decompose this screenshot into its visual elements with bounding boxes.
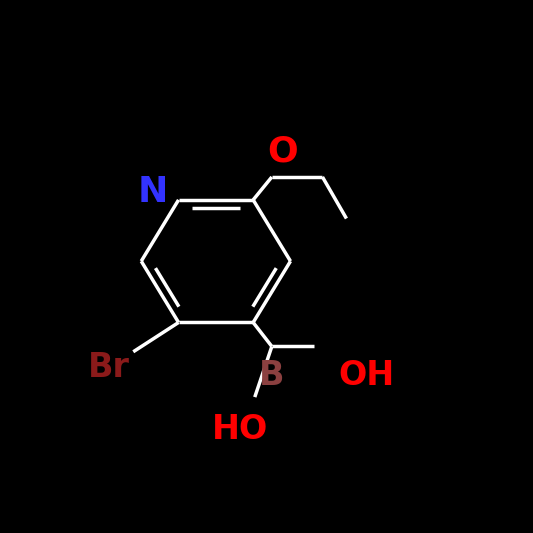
Text: O: O — [267, 135, 298, 169]
Text: Br: Br — [88, 351, 130, 384]
Text: OH: OH — [338, 359, 395, 392]
Text: B: B — [259, 359, 285, 392]
Text: HO: HO — [212, 413, 268, 446]
Text: N: N — [138, 175, 168, 209]
